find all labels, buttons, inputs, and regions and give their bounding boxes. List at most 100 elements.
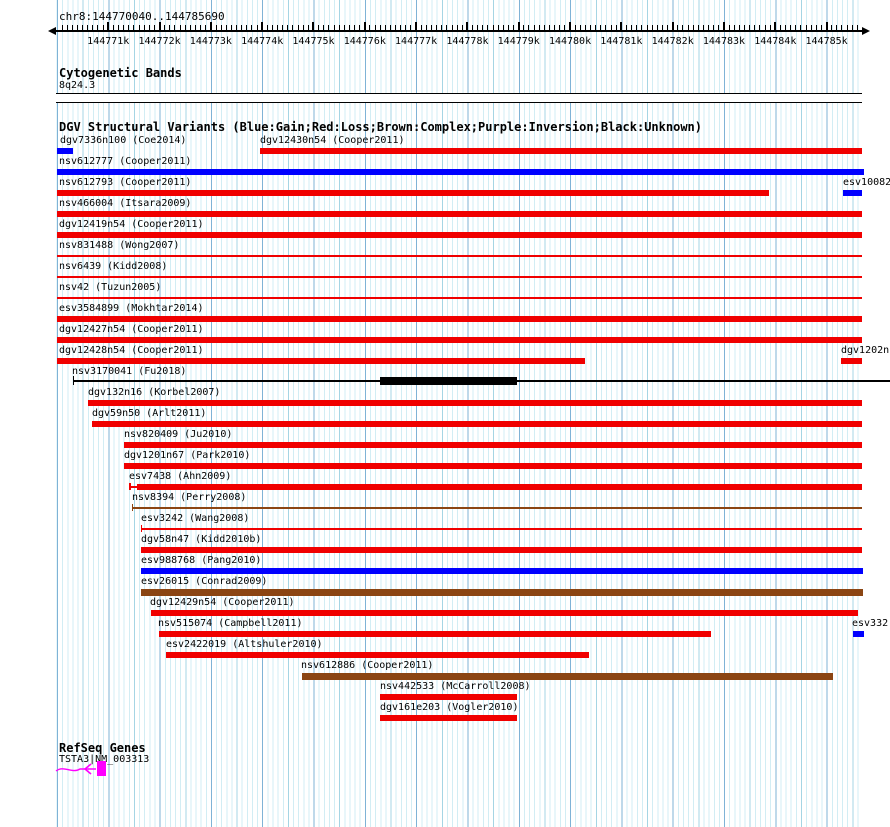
variant-label[interactable]: esv2422019 (Altshuler2010)	[166, 639, 323, 650]
variant-label[interactable]: dgv12429n54 (Cooper2011)	[150, 597, 295, 608]
ruler-minor-tick	[677, 25, 679, 30]
ruler-tick-label: 144783k	[702, 36, 746, 47]
variant-bar[interactable]	[841, 358, 862, 364]
variant-label[interactable]: nsv612777 (Cooper2011)	[59, 156, 192, 167]
variant-bar[interactable]	[166, 652, 589, 658]
ruler-minor-tick	[523, 25, 525, 30]
gene-label[interactable]: TSTA3|NM_003313	[59, 754, 150, 765]
variant-bar[interactable]	[380, 715, 517, 721]
variant-label[interactable]: dgv161e203 (Vogler2010)	[380, 702, 519, 713]
cytoband-rect[interactable]	[56, 93, 862, 103]
variant-label[interactable]: esv10082	[843, 177, 890, 188]
variant-bar[interactable]	[137, 484, 862, 490]
variant-bar[interactable]	[57, 316, 862, 322]
variant-bar[interactable]	[380, 694, 517, 700]
variant-bar[interactable]	[57, 255, 862, 257]
ruler-major-tick	[261, 22, 264, 30]
variant-label[interactable]: esv26015 (Conrad2009)	[141, 576, 268, 587]
variant-bar[interactable]	[57, 190, 769, 196]
variant-label[interactable]: dgv1202n	[841, 345, 890, 356]
variant-bar[interactable]	[124, 463, 862, 469]
variant-bar[interactable]	[159, 631, 711, 637]
variant-label[interactable]: nsv831488 (Wong2007)	[59, 240, 180, 251]
ruler-tick-label: 144777k	[395, 36, 438, 47]
variant-label[interactable]: dgv58n47 (Kidd2010b)	[141, 534, 262, 545]
variant-label[interactable]: esv332	[852, 618, 889, 629]
variant-label[interactable]: dgv12419n54 (Cooper2011)	[59, 219, 204, 230]
ruler-major-tick	[209, 22, 212, 30]
ruler-minor-tick	[102, 25, 104, 30]
variant-bar[interactable]	[57, 276, 862, 278]
variant-box[interactable]	[380, 377, 517, 385]
variant-label[interactable]: esv7438 (Ahn2009)	[129, 471, 232, 482]
ruler-tick-label: 144775k	[292, 36, 335, 47]
variant-bar[interactable]	[57, 232, 862, 238]
variant-bar[interactable]	[57, 358, 585, 364]
ruler-right-arrow-icon	[862, 27, 870, 35]
variant-label[interactable]: dgv132n16 (Korbel2007)	[88, 387, 221, 398]
variant-label[interactable]: nsv820409 (Ju2010)	[124, 429, 233, 440]
ruler-minor-tick	[785, 25, 787, 30]
ruler-major-tick	[825, 22, 828, 30]
variant-bar[interactable]	[141, 589, 863, 596]
variant-label[interactable]: dgv12430n54 (Cooper2011)	[260, 135, 405, 146]
variant-bar[interactable]	[853, 631, 864, 637]
variant-bar[interactable]	[141, 528, 862, 530]
variant-label[interactable]: nsv3170041 (Fu2018)	[72, 366, 187, 377]
variant-bar[interactable]	[88, 400, 862, 406]
ruler-minor-tick	[97, 25, 99, 30]
variant-label[interactable]: dgv59n50 (Arlt2011)	[92, 408, 207, 419]
ruler-minor-tick	[682, 25, 684, 30]
variant-bar[interactable]	[129, 486, 137, 488]
variant-bar[interactable]	[57, 211, 862, 217]
variant-bar[interactable]	[124, 442, 862, 448]
ruler-minor-tick	[420, 25, 422, 30]
ruler-major-tick	[722, 22, 725, 30]
variant-label[interactable]: nsv42 (Tuzun2005)	[59, 282, 162, 293]
ruler-minor-tick	[651, 25, 653, 30]
variant-label[interactable]: nsv442533 (McCarroll2008)	[380, 681, 531, 692]
variant-label[interactable]: esv988768 (Pang2010)	[141, 555, 262, 566]
variant-bar[interactable]	[141, 568, 863, 574]
ruler-minor-tick	[800, 25, 802, 30]
variant-bar[interactable]	[302, 673, 833, 680]
variant-label[interactable]: nsv6439 (Kidd2008)	[59, 261, 168, 272]
ruler-minor-tick	[507, 25, 509, 30]
variant-bar[interactable]	[57, 169, 864, 175]
variant-bar[interactable]	[843, 190, 862, 196]
ruler-minor-tick	[667, 25, 669, 30]
ruler-minor-tick	[564, 25, 566, 30]
ruler-minor-tick	[318, 25, 320, 30]
ruler-minor-tick	[61, 25, 63, 30]
variant-bar[interactable]	[57, 297, 862, 299]
variant-bar[interactable]	[141, 547, 862, 553]
dgv-section-title: DGV Structural Variants (Blue:Gain;Red:L…	[59, 120, 702, 134]
variant-label[interactable]: nsv515074 (Campbell2011)	[158, 618, 303, 629]
variant-bar[interactable]	[132, 507, 862, 509]
ruler-minor-tick	[713, 25, 715, 30]
gene-glyph[interactable]	[55, 760, 109, 778]
variant-label[interactable]: esv3584899 (Mokhtar2014)	[59, 303, 204, 314]
ruler-minor-tick	[425, 25, 427, 30]
ruler-minor-tick	[513, 25, 515, 30]
variant-label[interactable]: nsv612886 (Cooper2011)	[301, 660, 434, 671]
variant-label[interactable]: nsv466004 (Itsara2009)	[59, 198, 192, 209]
ruler-minor-tick	[820, 25, 822, 30]
variant-label[interactable]: nsv8394 (Perry2008)	[132, 492, 247, 503]
ruler-minor-tick	[502, 25, 504, 30]
variant-label[interactable]: dgv12427n54 (Cooper2011)	[59, 324, 204, 335]
variant-bar[interactable]	[57, 148, 73, 154]
variant-label[interactable]: esv3242 (Wang2008)	[141, 513, 250, 524]
variant-bar[interactable]	[260, 148, 862, 154]
variant-label[interactable]: nsv612793 (Cooper2011)	[59, 177, 192, 188]
variant-label[interactable]: dgv7336n100 (Coe2014)	[60, 135, 187, 146]
variant-bar[interactable]	[92, 421, 862, 427]
variant-label[interactable]: dgv1201n67 (Park2010)	[124, 450, 251, 461]
ruler-minor-tick	[128, 25, 130, 30]
ruler-minor-tick	[251, 25, 253, 30]
variant-bar[interactable]	[57, 337, 862, 343]
variant-label[interactable]: dgv12428n54 (Cooper2011)	[59, 345, 204, 356]
variant-bar[interactable]	[151, 610, 858, 616]
ruler-minor-tick	[718, 25, 720, 30]
